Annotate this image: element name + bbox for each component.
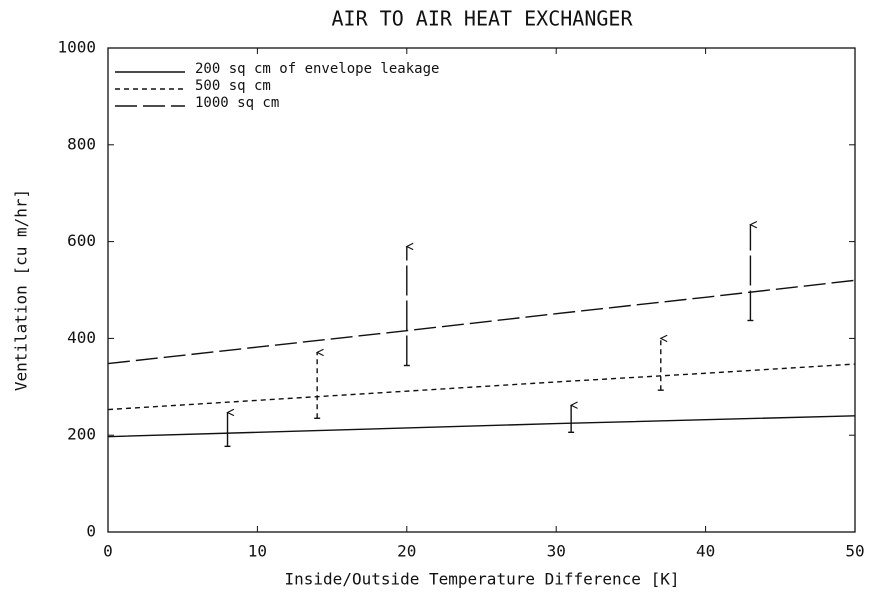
x-axis-label: Inside/Outside Temperature Difference [K… [285,570,680,589]
x-tick-label: 50 [845,542,864,561]
plot-frame [107,47,856,533]
chart-title: AIR TO AIR HEAT EXCHANGER [331,7,633,31]
x-tick-label: 20 [397,542,416,561]
series-line [107,279,856,365]
legend-label: 1000 sq cm [195,95,279,111]
series-line [107,363,856,411]
y-tick-label: 400 [67,328,96,347]
y-tick-label: 0 [86,522,96,541]
y-tick-label: 1000 [57,38,96,57]
x-tick-label: 40 [696,542,715,561]
x-tick-label: 10 [248,542,267,561]
y-axis-label: Ventilation [cu m/hr] [12,189,31,391]
y-tick-label: 600 [67,231,96,250]
x-tick-label: 30 [547,542,566,561]
y-tick-label: 200 [67,425,96,444]
x-tick-label: 0 [103,542,113,561]
y-tick-label: 800 [67,134,96,153]
legend-label: 200 sq cm of envelope leakage [195,61,439,77]
series-line [107,415,856,438]
legend-label: 500 sq cm [195,78,271,94]
